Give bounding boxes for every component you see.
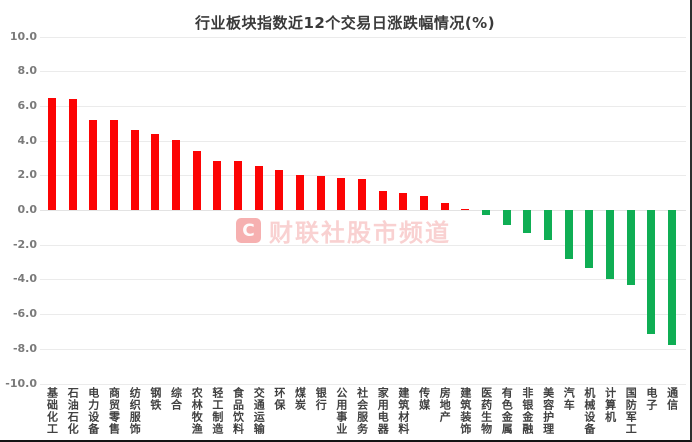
y-tick-label: -4.0 [12, 272, 37, 286]
x-category-label: 电力设备 [86, 387, 100, 435]
zero-gridline [40, 210, 686, 211]
gridline [40, 71, 686, 73]
bar-汽车 [564, 210, 573, 259]
x-category-label: 煤炭 [293, 387, 307, 411]
x-category-label: 综合 [169, 387, 183, 411]
x-category-label: 机械设备 [582, 387, 596, 435]
bar-食品饮料 [234, 161, 242, 210]
bar-钢铁 [151, 133, 160, 210]
x-category-label: 非银金融 [520, 387, 534, 435]
bar-非银金融 [523, 210, 532, 233]
bar-电力设备 [89, 119, 98, 210]
chart-title: 行业板块指数近12个交易日涨跌幅情况(%) [194, 14, 496, 32]
bar-美容护理 [544, 210, 553, 240]
x-category-label: 公用事业 [334, 387, 348, 435]
bar-通信 [668, 210, 677, 346]
gridline [40, 36, 686, 38]
x-category-label: 家用电器 [376, 387, 390, 435]
y-tick-label: 2.0 [17, 168, 38, 182]
bar-轻工制造 [213, 161, 222, 210]
y-tick-label: -2.0 [12, 237, 37, 251]
bar-建筑装饰 [461, 208, 470, 210]
bar-交通运输 [254, 165, 263, 210]
x-category-label: 国防军工 [624, 387, 638, 435]
x-category-label: 汽车 [562, 387, 576, 411]
x-category-label: 传媒 [417, 387, 431, 411]
gridline [40, 279, 686, 281]
y-tick-label: -8.0 [12, 341, 37, 355]
x-category-label: 通信 [665, 387, 679, 411]
gridline [40, 244, 686, 246]
bar-纺织服饰 [130, 130, 139, 210]
x-category-label: 基础化工 [45, 387, 59, 435]
x-category-label: 纺织服饰 [128, 387, 142, 435]
x-category-label: 社会服务 [355, 387, 369, 435]
bar-医药生物 [482, 210, 491, 216]
bar-建筑材料 [399, 192, 408, 211]
bar-石油石化 [68, 99, 77, 210]
bar-环保 [275, 170, 284, 210]
bar-综合 [172, 139, 180, 210]
x-category-label: 钢铁 [148, 387, 162, 411]
x-category-label: 建筑装饰 [458, 387, 472, 435]
x-category-label: 美容护理 [541, 387, 555, 435]
x-category-label: 建筑材料 [396, 387, 410, 435]
x-category-label: 电子 [644, 387, 658, 411]
y-tick-label: 8.0 [17, 64, 38, 78]
y-tick-label: 10.0 [9, 29, 37, 43]
bar-家用电器 [378, 190, 387, 210]
gridline [40, 140, 686, 142]
bar-机械设备 [585, 210, 594, 269]
y-tick-label: 6.0 [17, 98, 38, 112]
x-category-label: 食品饮料 [231, 387, 245, 435]
x-category-label: 房地产 [438, 387, 452, 423]
x-category-label: 交通运输 [252, 387, 266, 435]
x-category-label: 计算机 [603, 387, 617, 423]
y-tick-label: 4.0 [17, 133, 38, 147]
bar-社会服务 [358, 178, 367, 210]
gridline [40, 314, 686, 316]
y-tick-label: 0.0 [17, 203, 38, 216]
bar-房地产 [440, 203, 449, 210]
bar-有色金属 [502, 210, 511, 225]
gridline [40, 175, 686, 177]
x-category-label: 轻工制造 [210, 387, 224, 435]
bar-计算机 [606, 210, 615, 280]
gridline [40, 105, 686, 107]
bar-传媒 [420, 196, 429, 210]
x-category-label: 环保 [272, 387, 286, 411]
bar-商贸零售 [110, 119, 118, 210]
bar-煤炭 [296, 175, 304, 210]
x-category-label: 银行 [314, 387, 328, 411]
bar-国防军工 [626, 210, 635, 285]
y-tick-label: -6.0 [12, 307, 37, 321]
y-tick-label: -10.0 [5, 376, 37, 390]
bar-银行 [316, 176, 325, 210]
x-category-label: 有色金属 [500, 387, 514, 435]
x-category-label: 医药生物 [479, 387, 493, 435]
x-category-label: 农林牧渔 [190, 387, 204, 435]
bar-公用事业 [337, 177, 346, 210]
bar-电子 [647, 210, 656, 335]
bar-农林牧渔 [192, 151, 201, 210]
x-category-label: 商贸零售 [107, 387, 121, 435]
x-category-label: 石油石化 [66, 387, 80, 435]
bar-基础化工 [48, 98, 56, 210]
gridline [40, 348, 686, 350]
gridline [40, 383, 686, 385]
